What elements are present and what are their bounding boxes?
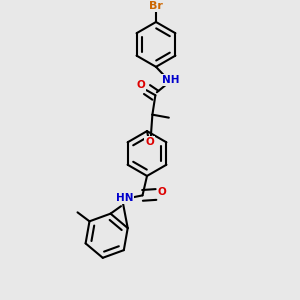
Text: O: O: [137, 80, 146, 90]
Text: NH: NH: [162, 75, 180, 85]
Text: NH: NH: [162, 75, 180, 85]
Text: O: O: [158, 188, 166, 197]
Text: Br: Br: [149, 1, 163, 11]
Text: HN: HN: [116, 194, 133, 203]
Text: Br: Br: [149, 1, 163, 11]
Text: HN: HN: [116, 194, 133, 203]
Text: O: O: [145, 137, 154, 147]
Text: O: O: [158, 188, 166, 197]
Text: O: O: [145, 137, 154, 147]
Text: O: O: [137, 80, 146, 90]
